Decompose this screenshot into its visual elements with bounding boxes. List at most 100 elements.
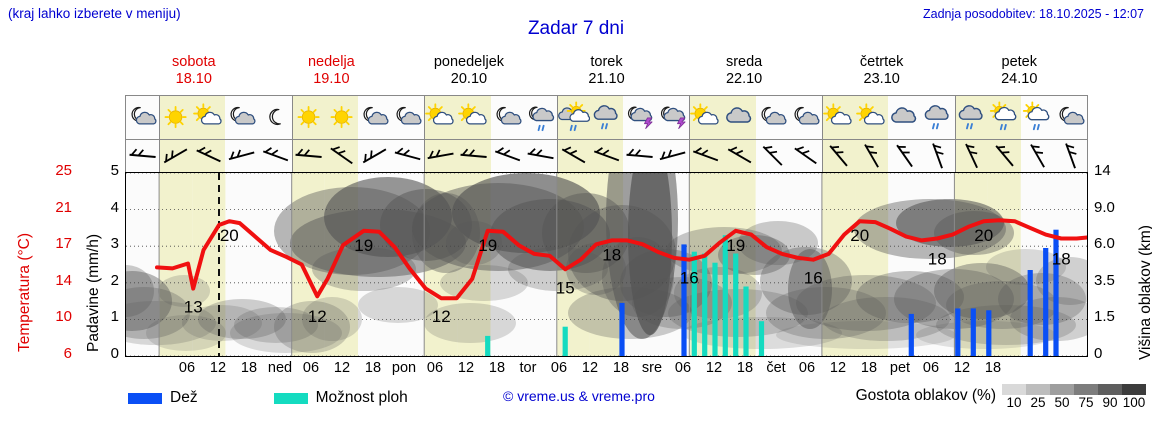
cloud-blob: [230, 313, 342, 353]
wind-barb: [954, 140, 988, 172]
last-update-text: Zadnja posodobitev: 18.10.2025 - 12:07: [922, 7, 1144, 21]
weather-icon-moon-cloud-icon: [391, 96, 424, 139]
precipitation-axis-title: Padavine (mm/h): [85, 233, 102, 352]
temperature-label: 16: [680, 269, 699, 288]
wind-barb: [126, 140, 159, 172]
wind-barb: [457, 140, 491, 172]
weather-icon-sun-cloud-icon: [855, 96, 889, 139]
location-menu-note: (kraj lahko izberete v meniju): [8, 6, 181, 21]
precip-tick-5: 5: [110, 162, 119, 179]
weather-icon-sun-icon: [159, 96, 193, 139]
temperature-tick-25: 25: [55, 162, 72, 179]
daytime-band: [987, 173, 1021, 356]
day-date: 24.10: [1001, 71, 1038, 87]
weather-icon-sun-cloud-rain-icon: [987, 96, 1021, 139]
precip-tick-3: 3: [110, 235, 119, 253]
weather-icon-cloud-sun-rain-icon: [556, 96, 590, 139]
x-tick-18-22: 18: [860, 360, 878, 376]
wind-barb: [225, 140, 258, 172]
precip-bar-rain: [908, 313, 914, 356]
precip-tick-2: 2: [110, 271, 119, 289]
cloud-blob: [182, 305, 262, 341]
x-tick-čet-19: čet: [766, 360, 786, 376]
temperature-label: 18: [928, 249, 947, 268]
cloudheight-axis-title: Višina oblakov (km): [1137, 225, 1152, 360]
cloud-ramp-label-10: 10: [1006, 395, 1022, 410]
x-tick-18-18: 18: [736, 360, 754, 376]
precipitation-tick-labels: 5 4 3 2 1 0: [103, 162, 119, 362]
wind-barb: [424, 140, 458, 172]
cloud-blob: [126, 265, 154, 317]
showers-legend-label: Možnost ploh: [315, 389, 408, 406]
temperature-label: 12: [308, 307, 327, 326]
x-axis-tick-labels: 06 12 18 ned 06 12 18 pon 06 12 18 tor 06 12 18 sre 06 12…: [125, 360, 1088, 380]
weather-icon-moon-cloud-icon: [491, 96, 524, 139]
cloudheight-tick-6.0: 6.0: [1094, 235, 1115, 253]
temperature-label: 18: [1052, 249, 1071, 268]
x-tick-pon-7: pon: [391, 360, 417, 376]
cloudheight-tick-14: 14: [1094, 162, 1111, 179]
wind-barb: [689, 140, 723, 172]
day-name: ponedeljek: [433, 54, 505, 70]
x-tick-18-2: 18: [240, 360, 258, 376]
x-tick-12-21: 12: [829, 360, 847, 376]
wind-barb: [358, 140, 391, 172]
x-tick-12-17: 12: [705, 360, 723, 376]
day-date: 20.10: [450, 71, 488, 87]
precip-bar-rain: [1053, 229, 1059, 356]
daytime-band: [821, 173, 856, 356]
cloud-density-tick-labels: 10 25 50 75 90 100: [1002, 395, 1146, 410]
cloud-blob: [302, 297, 362, 341]
weather-icon-sun-cloud-icon: [457, 96, 491, 139]
temperature-label: 16: [804, 269, 823, 288]
wind-barb: [821, 140, 856, 172]
wind-barb: [1021, 140, 1054, 172]
cloud-blob: [738, 221, 818, 265]
precip-bar-showers: [743, 286, 749, 356]
forecast-plot: 13 20 12 19 12 19 15 18 16 19 16 20 18 20 18: [125, 172, 1088, 357]
rain-legend-label: Dež: [170, 389, 198, 406]
weather-icon-sun-icon: [291, 96, 325, 139]
wind-barb: [524, 140, 557, 172]
copyright-link[interactable]: © vreme.us & vreme.pro: [503, 388, 655, 404]
weather-icon-sun-cloud-icon: [192, 96, 226, 139]
day-header-ponedeljek: ponedeljek 20.10: [400, 54, 538, 94]
day-date: 22.10: [725, 71, 763, 87]
wind-barb: [789, 140, 822, 172]
x-tick-06-8: 06: [426, 360, 444, 376]
cloud-blob: [1036, 257, 1087, 305]
cloud-blob: [126, 301, 216, 345]
cloud-ramp-swatch-90: [1098, 384, 1122, 395]
wind-barb: [921, 140, 954, 172]
cloudheight-tick-9.0: 9.0: [1094, 198, 1115, 216]
cloudheight-tick-1.5: 1.5: [1094, 308, 1115, 326]
day-header-sobota: sobota 18.10: [125, 54, 263, 94]
precip-bar-showers: [562, 326, 568, 356]
day-header-row: sobota 18.10 nedelja 19.10 ponedeljek 20.10 to…: [125, 54, 1088, 94]
temperature-tick-labels: 25 21 17 14 10 6: [38, 162, 72, 362]
wind-barb: [888, 140, 921, 172]
wind-barb: [722, 140, 756, 172]
x-tick-12-9: 12: [457, 360, 475, 376]
wind-barb: [656, 140, 689, 172]
cloud-ramp-label-25: 25: [1030, 395, 1046, 410]
precip-bar-rain: [1027, 270, 1033, 356]
weather-icon-moon-cloud-icon: [1054, 96, 1087, 139]
cloud-ramp-swatch-100: [1122, 384, 1146, 395]
weather-icon-moon-thunder-icon: [656, 96, 689, 139]
x-tick-12-1: 12: [209, 360, 227, 376]
x-tick-06-16: 06: [674, 360, 692, 376]
cloud-blob: [788, 249, 832, 329]
precip-bar-showers: [722, 235, 728, 356]
cloud-density-legend-title: Gostota oblakov (%): [855, 387, 996, 404]
wind-barb: [291, 140, 325, 172]
weather-icon-band: [125, 95, 1088, 140]
cloud-blob: [126, 271, 172, 331]
day-name: nedelja: [307, 54, 355, 70]
temperature-tick-14: 14: [55, 271, 72, 289]
page-title: Zadar 7 dni: [527, 18, 625, 39]
cloud-blob: [358, 287, 438, 323]
weather-icon-moon-cloud-rain-icon: [524, 96, 557, 139]
temperature-line: [155, 218, 1087, 301]
cloud-ramp-swatch-25: [1026, 384, 1050, 395]
